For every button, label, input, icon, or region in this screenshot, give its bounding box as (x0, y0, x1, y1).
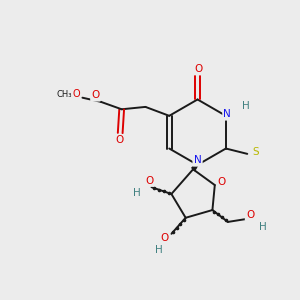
Text: H: H (133, 188, 141, 198)
Text: N: N (224, 109, 231, 119)
Text: O: O (72, 89, 80, 99)
Text: O: O (218, 176, 226, 187)
Text: O: O (161, 233, 169, 243)
Text: S: S (252, 147, 259, 158)
Text: O: O (194, 64, 202, 74)
Text: N: N (194, 155, 201, 165)
Text: O: O (116, 135, 124, 145)
Text: H: H (242, 101, 250, 111)
Text: O: O (92, 90, 100, 100)
Text: H: H (259, 222, 267, 232)
Text: O: O (246, 210, 254, 220)
Text: CH₃: CH₃ (57, 90, 72, 99)
Text: H: H (155, 244, 163, 255)
Text: O: O (145, 176, 153, 186)
